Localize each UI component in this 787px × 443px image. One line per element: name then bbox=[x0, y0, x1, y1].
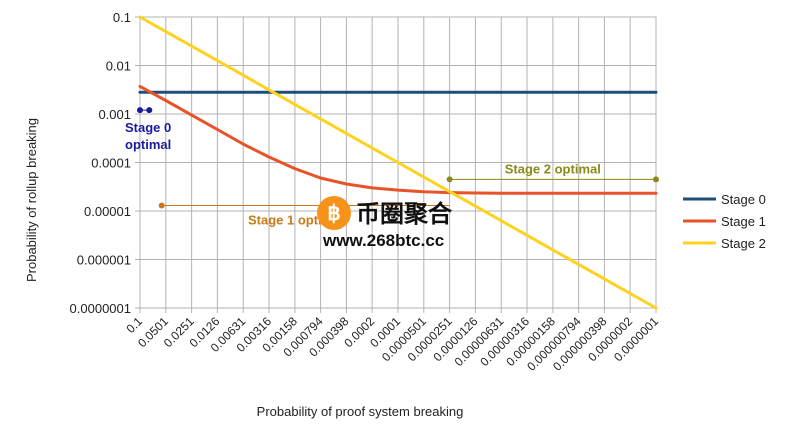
stage-1-optimal-marker-start bbox=[158, 202, 165, 209]
watermark-url: www.268btc.cc bbox=[322, 231, 444, 250]
stage-0-optimal-label: Stage 0 bbox=[125, 120, 171, 135]
watermark-text: 币圈聚合 bbox=[356, 200, 453, 228]
y-tick-label: 0.1 bbox=[113, 10, 131, 25]
y-tick-label: 0.0000001 bbox=[70, 301, 131, 316]
stage-2-optimal-marker-start bbox=[446, 176, 453, 183]
y-tick-label: 0.001 bbox=[98, 107, 131, 122]
y-tick-label: 0.000001 bbox=[77, 253, 131, 268]
y-tick-label: 0.00001 bbox=[84, 204, 131, 219]
stage-0-optimal-marker-end bbox=[146, 107, 153, 114]
series-lines bbox=[138, 15, 658, 310]
stage-0-optimal-marker-start bbox=[137, 107, 143, 114]
series-line-stage-1 bbox=[138, 84, 658, 195]
x-axis-ticks: 0.10.05010.02510.01260.006310.003160.001… bbox=[123, 314, 661, 374]
bitcoin-icon bbox=[317, 196, 351, 230]
legend-label-stage-0: Stage 0 bbox=[721, 192, 766, 207]
stage-0-optimal-label: optimal bbox=[125, 137, 171, 152]
x-axis-label: Probability of proof system breaking bbox=[257, 404, 464, 419]
legend-label-stage-1: Stage 1 bbox=[721, 214, 766, 229]
y-tick-label: 0.0001 bbox=[91, 156, 131, 171]
y-axis-label: Probability of rollup breaking bbox=[24, 118, 39, 282]
y-axis-ticks: 0.1 0.01 0.001 0.0001 0.00001 0.000001 0.00000… bbox=[70, 10, 131, 316]
stage-2-optimal-label: Stage 2 optimal bbox=[505, 161, 601, 176]
watermark: ฿ 币圈聚合 www.268btc.cc bbox=[317, 196, 453, 250]
grid bbox=[135, 16, 657, 313]
legend-label-stage-2: Stage 2 bbox=[721, 236, 766, 251]
bitcoin-glyph: ฿ bbox=[327, 202, 340, 225]
series-line-stage-2 bbox=[138, 15, 658, 310]
y-tick-label: 0.01 bbox=[106, 59, 131, 74]
stage-2-optimal-marker-end bbox=[653, 176, 659, 183]
legend: Stage 0 Stage 1 Stage 2 bbox=[683, 192, 766, 251]
